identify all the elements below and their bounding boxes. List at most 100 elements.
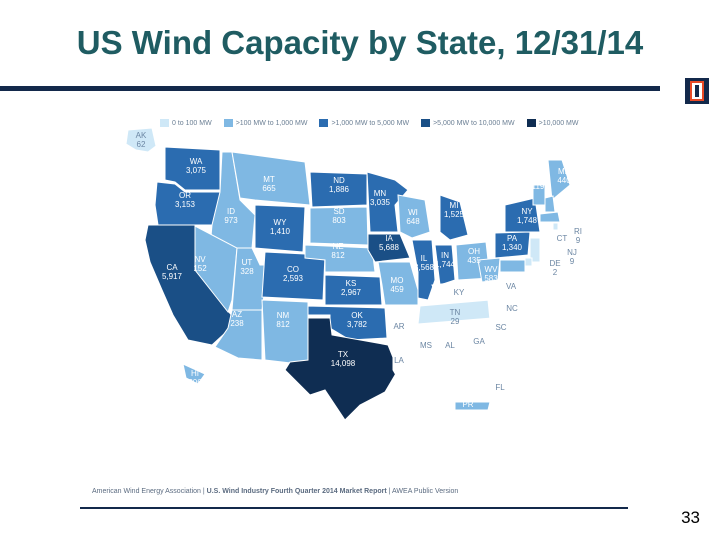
state-capacity-label: 1,410: [270, 227, 291, 236]
state-capacity-label: 459: [390, 285, 404, 294]
state-fl: [444, 369, 521, 429]
state-capacity-label: 435: [467, 256, 481, 265]
state-abbr-label: MD: [564, 267, 577, 276]
state-nj: [529, 237, 541, 263]
state-mt: [231, 151, 311, 206]
state-abbr-label: MA: [580, 213, 593, 222]
state-abbr-label: KY: [454, 288, 465, 297]
state-nm: [261, 299, 309, 366]
state-capacity-label: 440: [557, 176, 571, 185]
state-capacity-label: 152: [193, 264, 207, 273]
legend-swatch: [319, 119, 329, 127]
legend-item: 0 to 100 MW: [160, 117, 212, 129]
state-md: [499, 259, 526, 273]
state-capacity-label: 2,967: [341, 288, 362, 297]
state-abbr-label: MN: [374, 189, 387, 198]
state-abbr-label: IL: [421, 254, 428, 263]
state-in: [434, 244, 456, 286]
legend-swatch: [223, 119, 233, 127]
state-nh: [544, 195, 556, 213]
state-capacity-label: 812: [276, 320, 290, 329]
slide-title: US Wind Capacity by State, 12/31/14: [76, 24, 644, 61]
state-capacity-label: 125: [461, 409, 475, 418]
legend-label: 0 to 100 MW: [172, 119, 212, 127]
university-logo-icon: [685, 78, 709, 104]
state-abbr-label: NH: [563, 203, 575, 212]
source-line: American Wind Energy Association | U.S. …: [92, 488, 459, 495]
state-capacity-label: 9: [570, 257, 575, 266]
state-ms: [419, 324, 441, 376]
state-ar: [387, 307, 421, 343]
source-org: American Wind Energy Association: [92, 488, 201, 495]
state-abbr-label: UT: [242, 258, 253, 267]
state-nv: [194, 225, 238, 314]
state-abbr-label: AK: [136, 131, 147, 140]
state-capacity-label: 665: [262, 184, 276, 193]
state-capacity-label: 119: [532, 182, 545, 191]
state-abbr-label: NY: [521, 207, 533, 216]
state-abbr-label: OR: [179, 191, 191, 200]
state-capacity-label: 1,340: [502, 243, 523, 252]
state-nc: [487, 295, 529, 321]
source-version: AWEA Public Version: [392, 488, 459, 495]
state-capacity-label: 3,782: [347, 320, 368, 329]
state-abbr-label: RI: [574, 227, 582, 236]
legend-swatch: [526, 119, 536, 127]
state-capacity-label: 1,748: [517, 216, 538, 225]
state-mo: [377, 261, 419, 306]
state-de: [524, 257, 533, 267]
state-capacity-label: 29: [451, 317, 460, 326]
state-capacity-label: 160: [563, 276, 577, 285]
state-capacity-label: 583: [484, 274, 498, 283]
state-il: [411, 239, 436, 301]
state-ok: [307, 305, 388, 341]
legend-item: >10,000 MW: [526, 117, 579, 129]
title-rule: [0, 86, 660, 91]
state-capacity-label: 238: [230, 319, 244, 328]
state-capacity-label: 328: [240, 267, 254, 276]
map-legend: 0 to 100 MW >100 MW to 1,000 MW >1,000 M…: [160, 117, 579, 129]
legend-label: >5,000 MW to 10,000 MW: [433, 119, 515, 127]
state-wa: [164, 146, 221, 191]
state-capacity-label: 2: [553, 268, 558, 277]
state-abbr-label: GA: [473, 337, 485, 346]
state-abbr-label: VA: [506, 282, 517, 291]
state-abbr-label: NV: [194, 255, 206, 264]
state-capacity-label: 3,153: [175, 200, 196, 209]
state-abbr-label: WV: [485, 265, 499, 274]
state-abbr-label: KS: [346, 279, 357, 288]
state-capacity-label: 1,744: [435, 260, 456, 269]
state-capacity-label: 62: [137, 140, 146, 149]
state-abbr-label: WA: [190, 157, 203, 166]
state-capacity-label: 9: [576, 236, 581, 245]
state-capacity-label: 3,568: [414, 263, 435, 272]
state-abbr-label: TN: [450, 308, 461, 317]
state-capacity-label: 803: [332, 216, 346, 225]
state-capacity-label: 2,593: [283, 274, 304, 283]
state-ct: [539, 223, 553, 233]
state-abbr-label: ND: [333, 176, 345, 185]
legend-label: >100 MW to 1,000 MW: [235, 119, 308, 127]
state-abbr-label: TX: [338, 350, 349, 359]
state-capacity-label: 1,525: [444, 210, 465, 219]
state-hi: [182, 363, 206, 385]
state-abbr-label: FL: [495, 383, 505, 392]
state-ia: [367, 233, 411, 263]
state-abbr-label: AR: [393, 322, 404, 331]
state-capacity-label: 3,075: [186, 166, 207, 175]
state-abbr-label: CO: [287, 265, 299, 274]
state-va: [489, 277, 526, 301]
state-capacity-label: 973: [224, 216, 238, 225]
state-capacity-label: 206: [188, 378, 202, 387]
state-abbr-label: NM: [277, 311, 290, 320]
state-capacity-label: 171: [562, 212, 576, 221]
state-abbr-label: MS: [420, 341, 432, 350]
legend-item: >1,000 MW to 5,000 MW: [319, 117, 409, 129]
state-capacity-label: 812: [331, 251, 345, 260]
state-ky: [431, 279, 489, 304]
state-abbr-label: SD: [333, 207, 344, 216]
state-al: [439, 322, 469, 373]
state-abbr-label: PA: [507, 234, 518, 243]
state-nd: [309, 171, 368, 208]
state-abbr-label: ME: [558, 167, 570, 176]
